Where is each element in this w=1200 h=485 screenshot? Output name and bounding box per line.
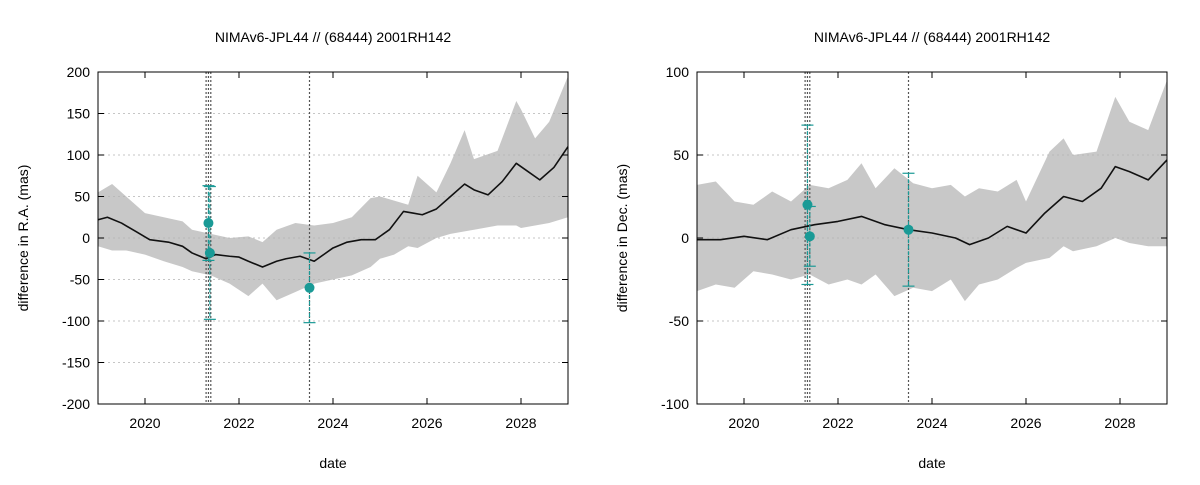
ra-y-tick-label: -200 bbox=[62, 396, 90, 412]
ra-chart-title: NIMAv6-JPL44 // (68444) 2001RH142 bbox=[215, 29, 452, 45]
dec-x-tick-label: 2026 bbox=[1010, 415, 1041, 431]
dec-uncertainty-band bbox=[697, 80, 1167, 302]
ra-y-tick-label: -100 bbox=[62, 313, 90, 329]
ra-y-tick-label: 100 bbox=[67, 147, 91, 163]
ra-y-tick-label: 50 bbox=[74, 189, 90, 205]
dec-chart-title: NIMAv6-JPL44 // (68444) 2001RH142 bbox=[814, 29, 1051, 45]
ra-y-axis-label: difference in R.A. (mas) bbox=[15, 165, 31, 312]
dec-y-tick-label: 50 bbox=[673, 147, 689, 163]
ra-y-tick-label: -50 bbox=[70, 272, 90, 288]
ra-x-tick-label: 2026 bbox=[411, 415, 442, 431]
ra-y-tick-label: 150 bbox=[67, 106, 91, 122]
dec-y-tick-label: 100 bbox=[666, 64, 690, 80]
dec-panel: -100 -50 0 50 100 2020 2022 2024 2026 2028 NIMAv6-… bbox=[614, 29, 1168, 471]
dec-y-tick-label: -50 bbox=[669, 313, 689, 329]
ra-y-tick-label: 0 bbox=[82, 230, 90, 246]
dec-observation-point bbox=[903, 224, 914, 235]
dec-y-tick-label: -100 bbox=[661, 396, 689, 412]
ra-observation-point bbox=[204, 247, 215, 258]
ra-observation-point bbox=[304, 282, 315, 293]
ra-uncertainty-band bbox=[98, 76, 568, 301]
ra-y-tick-label: -150 bbox=[62, 355, 90, 371]
dec-x-tick-label: 2022 bbox=[822, 415, 853, 431]
dec-x-tick-label: 2020 bbox=[728, 415, 759, 431]
dec-x-tick-label: 2028 bbox=[1104, 415, 1135, 431]
dec-y-tick-label: 0 bbox=[681, 230, 689, 246]
ra-x-tick-label: 2028 bbox=[505, 415, 536, 431]
dec-y-axis-label: difference in Dec. (mas) bbox=[614, 164, 630, 312]
ra-model-line bbox=[97, 146, 569, 268]
dec-model-line bbox=[697, 159, 1168, 246]
dec-observation-point bbox=[804, 231, 815, 242]
ra-x-tick-label: 2022 bbox=[223, 415, 254, 431]
dec-x-axis-label: date bbox=[918, 455, 945, 471]
ra-observation-point bbox=[203, 218, 214, 229]
ra-x-tick-label: 2020 bbox=[129, 415, 160, 431]
dec-observation-point bbox=[802, 199, 813, 210]
ra-x-tick-label: 2024 bbox=[317, 415, 348, 431]
ra-panel: -200 -150 -100 -50 0 50 100 150 200 2020 2022 2024 2… bbox=[15, 29, 569, 471]
dec-x-tick-label: 2024 bbox=[916, 415, 947, 431]
ra-x-axis-label: date bbox=[319, 455, 346, 471]
ra-y-tick-label: 200 bbox=[67, 64, 91, 80]
